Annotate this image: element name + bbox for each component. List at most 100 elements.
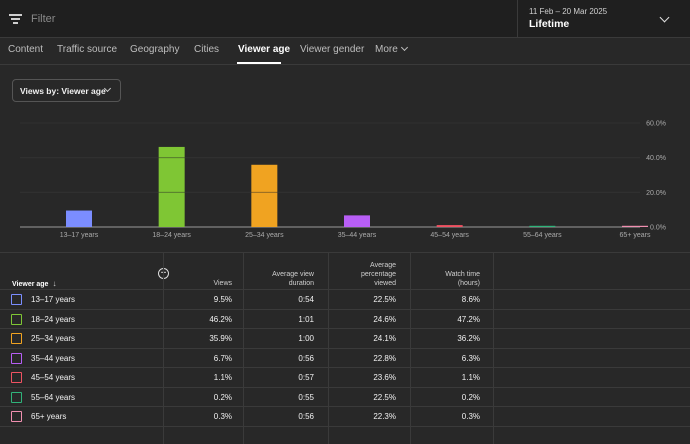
x-tick-label: 18–24 years	[152, 232, 191, 239]
row-avg-percentage-viewed: 22.3%	[373, 412, 396, 421]
views-by-dropdown[interactable]: Views by: Viewer age	[12, 79, 121, 102]
table-header: Viewer age↓ + Views Average viewduration…	[0, 252, 690, 290]
row-avg-view-duration: 1:01	[298, 314, 314, 324]
table-row[interactable]: 18–24 years 46.2% 1:01 24.6% 47.2%	[0, 310, 690, 329]
x-tick-label: 65+ years	[620, 232, 651, 239]
y-tick-label: 60.0%	[646, 121, 666, 128]
row-avg-percentage-viewed: 22.5%	[373, 295, 396, 304]
row-watch-time: 8.6%	[461, 295, 480, 304]
row-avg-view-duration: 0:56	[298, 353, 314, 363]
avg-pct-header-line-3: viewed	[374, 280, 396, 287]
tab-cities[interactable]: Cities	[194, 44, 220, 55]
table-row[interactable]: 55–64 years 0.2% 0:55 22.5% 0.2%	[0, 388, 690, 407]
row-avg-percentage-viewed: 24.6%	[373, 314, 396, 324]
y-tick-label: 0.0%	[650, 225, 666, 232]
row-avg-view-duration: 0:56	[298, 412, 314, 421]
table-row[interactable]: 25–34 years 35.9% 1:00 24.1% 36.2%	[0, 329, 690, 349]
bar-35-44[interactable]	[344, 215, 370, 227]
x-tick-label: 45–54 years	[430, 232, 469, 239]
series-toggle-checkbox[interactable]	[11, 333, 22, 344]
row-watch-time: 0.3%	[461, 412, 480, 421]
row-age-label: 55–64 years	[31, 392, 76, 402]
row-watch-time: 47.2%	[457, 314, 480, 324]
viewer-age-bar-chart: 0.0% 20.0% 40.0% 60.0% 13–17 years 18–24 year…	[20, 121, 666, 239]
row-age-label: 45–54 years	[31, 373, 76, 382]
bar-65+[interactable]	[622, 225, 648, 227]
tab-more-label: More	[375, 44, 398, 55]
active-tab-indicator	[237, 62, 281, 64]
watch-time-header-line-1: Watch time	[445, 271, 480, 278]
table-body: 13–17 years 9.5% 0:54 22.5% 8.6% 18–24 years 4…	[0, 290, 690, 427]
tab-bar: Content Traffic source Geography Cities …	[0, 38, 690, 65]
tab-content[interactable]: Content	[8, 44, 44, 55]
date-range-picker[interactable]: 11 Feb – 20 Mar 2025 Lifetime	[517, 0, 690, 38]
date-range-label: Lifetime	[529, 18, 570, 30]
column-header-watch-time[interactable]: Watch time (hours)	[400, 270, 480, 288]
chevron-down-icon	[659, 12, 670, 23]
series-toggle-checkbox[interactable]	[11, 352, 22, 364]
column-header-avg-percentage-viewed[interactable]: Average percentage viewed	[316, 261, 396, 288]
row-views: 9.5%	[213, 295, 232, 304]
row-avg-percentage-viewed: 22.5%	[373, 392, 396, 402]
series-toggle-checkbox[interactable]	[11, 294, 22, 305]
viewer-age-table: Viewer age↓ + Views Average viewduration…	[0, 252, 690, 427]
column-divider	[328, 252, 329, 444]
row-views: 0.3%	[213, 412, 232, 421]
column-header-avg-view-duration[interactable]: Average view duration	[234, 270, 314, 288]
table-row[interactable]: 35–44 years 6.7% 0:56 22.8% 6.3%	[0, 349, 690, 368]
series-toggle-checkbox[interactable]	[11, 391, 22, 403]
x-tick-label: 13–17 years	[60, 232, 99, 239]
date-range-text: 11 Feb – 20 Mar 2025	[529, 7, 608, 16]
row-watch-time: 36.2%	[457, 334, 480, 343]
column-divider	[493, 252, 494, 444]
row-avg-percentage-viewed: 24.1%	[373, 334, 396, 343]
row-views: 1.1%	[213, 373, 232, 382]
viewer-age-header-label: Viewer age	[12, 281, 49, 288]
bar-18-24[interactable]	[158, 146, 185, 227]
bar-55-64[interactable]	[529, 225, 556, 227]
avg-pct-header-line-2: percentage	[360, 271, 396, 278]
column-divider	[243, 252, 244, 444]
row-watch-time: 1.1%	[461, 373, 480, 382]
row-watch-time: 6.3%	[461, 353, 480, 363]
bar-45-54[interactable]	[436, 225, 463, 227]
y-tick-label: 20.0%	[646, 190, 666, 197]
table-row[interactable]: 13–17 years 9.5% 0:54 22.5% 8.6%	[0, 290, 690, 310]
tab-viewer-age[interactable]: Viewer age	[238, 44, 291, 55]
bar-13-17[interactable]	[66, 210, 92, 227]
tab-viewer-gender[interactable]: Viewer gender	[300, 44, 365, 55]
series-toggle-checkbox[interactable]	[11, 313, 22, 325]
series-toggle-checkbox[interactable]	[11, 372, 22, 383]
tab-more[interactable]: More	[375, 43, 408, 55]
chevron-down-icon	[400, 43, 408, 52]
column-header-viewer-age[interactable]: Viewer age ↓	[12, 279, 56, 288]
column-divider	[163, 252, 164, 444]
avg-view-duration-header-line-1: Average view	[272, 271, 314, 278]
table-row[interactable]: 45–54 years 1.1% 0:57 23.6% 1.1%	[0, 368, 690, 388]
views-header-label: Views	[213, 280, 232, 287]
tab-traffic-source[interactable]: Traffic source	[57, 44, 118, 55]
sort-down-icon: ↓	[52, 279, 57, 288]
bar-25-34[interactable]	[251, 164, 278, 227]
column-header-views[interactable]: Views	[172, 279, 232, 288]
avg-view-duration-header-line-2: duration	[288, 280, 314, 287]
filter-icon[interactable]	[9, 14, 22, 24]
table-row[interactable]: 65+ years 0.3% 0:56 22.3% 0.3%	[0, 407, 690, 427]
row-views: 35.9%	[209, 334, 232, 343]
y-tick-label: 40.0%	[646, 155, 666, 162]
series-toggle-checkbox[interactable]	[11, 411, 22, 422]
row-avg-view-duration: 0:54	[298, 295, 314, 304]
row-watch-time: 0.2%	[461, 392, 480, 402]
tab-geography[interactable]: Geography	[130, 44, 180, 55]
row-age-label: 25–34 years	[31, 334, 76, 343]
top-filter-bar: Filter 11 Feb – 20 Mar 2025 Lifetime	[0, 0, 690, 38]
row-age-label: 13–17 years	[31, 295, 76, 304]
row-age-label: 35–44 years	[31, 353, 76, 363]
row-avg-view-duration: 0:55	[298, 392, 314, 402]
filter-input[interactable]: Filter	[31, 13, 56, 25]
watch-time-header-line-2: (hours)	[457, 280, 480, 287]
row-avg-percentage-viewed: 23.6%	[373, 373, 396, 382]
column-divider	[410, 252, 411, 444]
row-age-label: 18–24 years	[31, 314, 76, 324]
row-views: 0.2%	[213, 392, 232, 402]
